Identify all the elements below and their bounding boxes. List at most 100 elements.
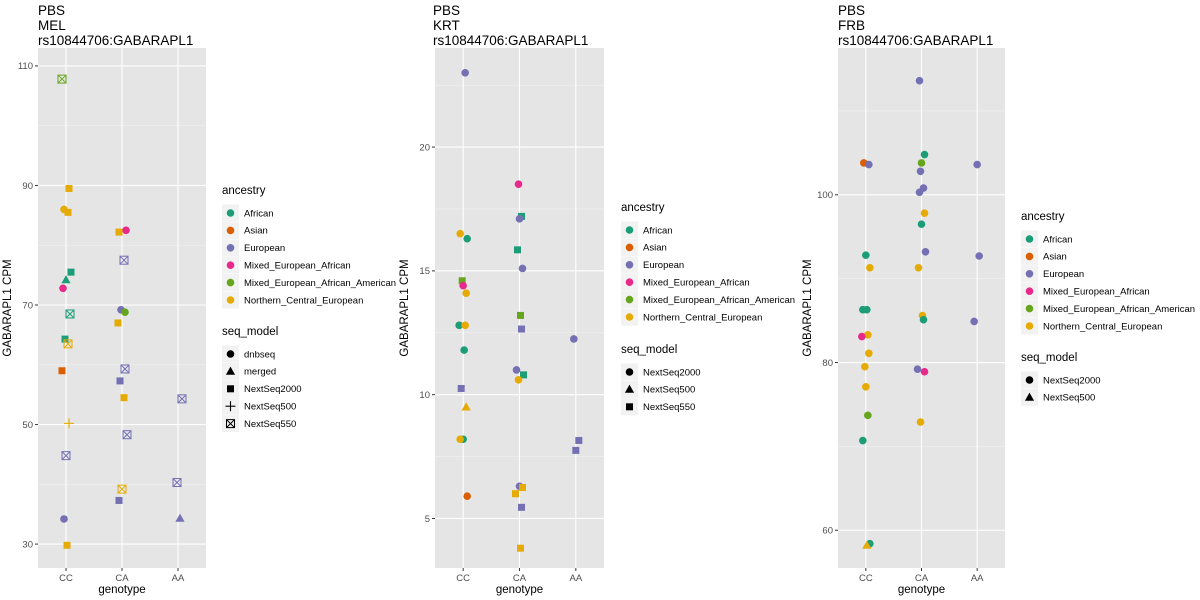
data-point xyxy=(514,180,523,188)
data-point xyxy=(172,478,182,488)
data-point xyxy=(119,255,129,265)
x-tick-label: CA xyxy=(513,573,527,584)
legend-key xyxy=(625,243,634,252)
data-point xyxy=(115,496,123,504)
legend-label: NextSeq2000 xyxy=(244,384,302,395)
data-point xyxy=(570,335,578,343)
legend-title-ancestry: ancestry xyxy=(222,185,266,197)
legend-title-seq-model: seq_model xyxy=(621,344,677,356)
chart-title-line-3: rs10844706:GABARAPL1 xyxy=(38,33,193,48)
data-point xyxy=(518,325,525,333)
data-point xyxy=(122,430,132,440)
legend-title-seq-model: seq_model xyxy=(222,326,278,338)
data-point xyxy=(457,384,465,392)
data-point xyxy=(518,264,527,273)
data-point xyxy=(917,159,926,167)
legend-label: NextSeq550 xyxy=(643,402,695,413)
data-point xyxy=(121,308,129,316)
legend-key xyxy=(226,261,235,270)
y-tick-label: 10 xyxy=(419,390,430,401)
legend-key xyxy=(625,261,634,269)
y-tick-label: 100 xyxy=(817,190,833,201)
chart-title-line-2: MEL xyxy=(38,18,66,33)
y-tick-label: 20 xyxy=(419,142,430,153)
data-point xyxy=(61,451,71,461)
data-point xyxy=(462,289,470,297)
legend-label: European xyxy=(1043,269,1084,280)
data-point xyxy=(862,540,872,549)
legend-key xyxy=(226,226,235,235)
data-point xyxy=(863,305,871,314)
data-point xyxy=(116,377,124,385)
legend-label: Mixed_European_African xyxy=(1043,287,1150,298)
data-point xyxy=(459,281,467,290)
data-point xyxy=(514,246,521,254)
x-tick-label: CC xyxy=(456,573,470,584)
x-tick-label: CC xyxy=(59,573,73,584)
data-point xyxy=(862,251,870,259)
legend-label: Asian xyxy=(643,243,667,254)
data-point xyxy=(920,367,929,376)
legend-label: Northern_Central_European xyxy=(1043,321,1162,332)
data-point xyxy=(64,208,72,216)
x-axis-title: genotype xyxy=(496,584,543,596)
x-tick-label: AA xyxy=(569,573,582,584)
data-point xyxy=(58,367,66,375)
legend-key xyxy=(226,419,235,429)
chart-title-line-1: PBS xyxy=(838,3,865,18)
data-point xyxy=(919,315,928,324)
legend-key xyxy=(625,295,634,304)
legend-key xyxy=(225,366,236,375)
data-points xyxy=(57,74,187,549)
y-axis-title: GABARAPL1 CPM xyxy=(802,259,814,356)
data-point xyxy=(572,446,580,454)
data-point xyxy=(862,383,870,391)
legend-title-seq-model: seq_model xyxy=(1021,352,1077,364)
data-point xyxy=(973,160,981,169)
data-point xyxy=(463,234,471,243)
x-tick-label: CC xyxy=(859,573,873,584)
y-tick-label: 90 xyxy=(22,181,33,192)
data-point xyxy=(916,167,925,176)
data-points xyxy=(455,68,583,552)
legend-key xyxy=(1025,376,1034,384)
data-point xyxy=(861,362,869,371)
legend-key xyxy=(227,385,234,393)
data-point xyxy=(512,490,519,498)
x-tick-label: CA xyxy=(915,573,929,584)
legend-label: NextSeq500 xyxy=(244,402,296,413)
legend-title-ancestry: ancestry xyxy=(621,202,665,214)
data-point xyxy=(920,209,929,218)
legend-key xyxy=(625,368,634,376)
legend-key xyxy=(1025,322,1034,330)
data-point xyxy=(122,226,130,235)
legend-key xyxy=(625,278,634,287)
data-point xyxy=(65,184,73,192)
data-point xyxy=(57,74,67,84)
data-point xyxy=(865,160,873,169)
legend-label: Northern_Central_European xyxy=(244,295,363,306)
y-axis-title: GABARAPL1 CPM xyxy=(2,259,14,356)
x-axis-title: genotype xyxy=(98,584,145,596)
data-point xyxy=(514,376,523,384)
data-points xyxy=(858,76,983,549)
data-point xyxy=(65,309,75,319)
data-point xyxy=(913,365,922,374)
data-point xyxy=(859,436,867,445)
data-point xyxy=(970,317,978,326)
data-point xyxy=(63,541,71,549)
data-point xyxy=(63,339,73,349)
chart-title-line-1: PBS xyxy=(433,3,460,18)
legend-label: merged xyxy=(244,367,276,378)
legend-label: NextSeq2000 xyxy=(1043,375,1101,386)
data-point xyxy=(858,332,866,341)
data-point xyxy=(515,215,524,223)
legend-label: NextSeq2000 xyxy=(643,367,701,378)
x-axis-title: genotype xyxy=(898,584,945,596)
x-tick-label: AA xyxy=(172,573,185,584)
data-point xyxy=(915,76,924,85)
